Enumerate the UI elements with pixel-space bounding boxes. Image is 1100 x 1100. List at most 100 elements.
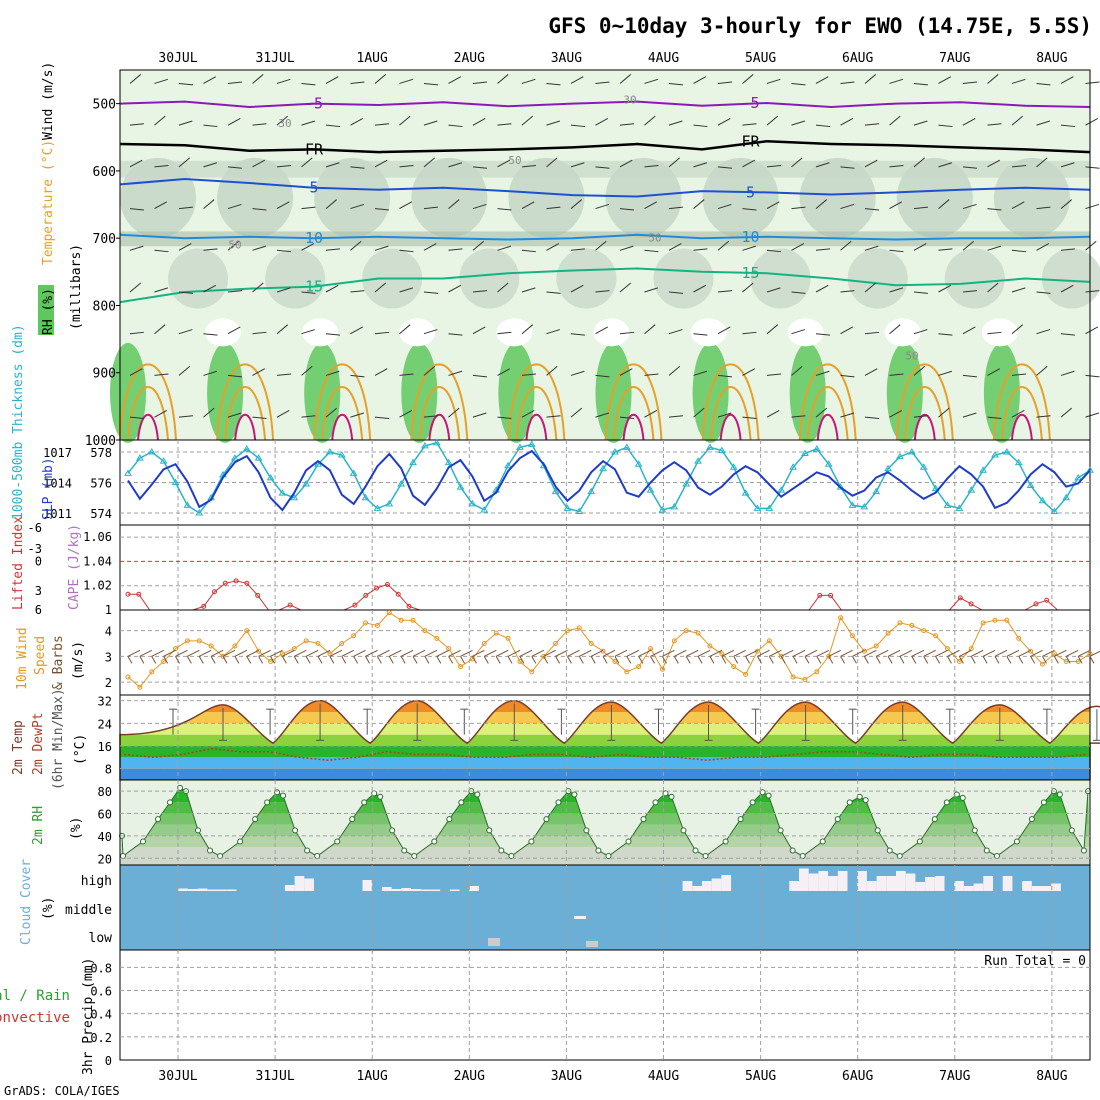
wind-speed-marker	[719, 651, 725, 657]
wind-barb	[227, 240, 240, 251]
wind-barb-10m	[234, 649, 248, 657]
wind-barb	[154, 373, 169, 376]
wind-barb	[301, 291, 316, 294]
wind-barb	[301, 206, 316, 210]
date-axis-top: 30JUL 31JUL 1AUG 2AUG 3AUG 4AUG 5AUG 6AUG 7AUG 8A…	[158, 51, 1067, 66]
wind-barb	[154, 78, 169, 84]
cloud-high-bar	[866, 881, 877, 891]
temp-color-band	[120, 757, 1090, 769]
rh-marker	[662, 790, 669, 797]
li-tick-label: -6	[28, 521, 42, 535]
temp-arch-20	[507, 363, 566, 441]
wind-speed-marker	[683, 628, 689, 634]
cloud-high-bar	[401, 888, 411, 891]
wind-barb	[472, 374, 487, 378]
wind-speed-marker	[802, 677, 808, 683]
temp-arch-20	[701, 363, 760, 441]
temp-contour-line	[119, 100, 1091, 109]
wind-barb	[987, 416, 1002, 420]
wind-barb	[350, 81, 365, 84]
wind-barb	[595, 326, 609, 335]
cape-li-panel: -6 -30 3 6 1 1.02 1.04 1.06 Lifted Index CAPE (J/…	[11, 516, 1091, 617]
thickness-marker	[611, 448, 619, 455]
wind-barb	[619, 159, 633, 168]
wind-barb	[178, 243, 192, 251]
ylabel-rh: RH (%)	[41, 288, 56, 335]
wind-barb	[154, 201, 168, 210]
wind-barb	[521, 324, 534, 335]
cloud-high-bar	[702, 881, 712, 891]
wind-speed-marker	[517, 659, 523, 665]
thickness-marker	[314, 460, 322, 467]
cloud-high-bar	[391, 889, 402, 891]
thickness-marker	[468, 499, 477, 507]
thickness-marker	[135, 454, 144, 461]
thickness-marker	[290, 493, 299, 501]
wind-barb-10m	[709, 656, 715, 664]
wind-barb	[742, 123, 757, 126]
cloud-high-bar	[1002, 876, 1013, 891]
wind-barb	[178, 415, 193, 418]
temp-color-band	[120, 734, 1090, 746]
temp-contour-label: 15	[741, 264, 759, 282]
temp-arch-20	[895, 363, 954, 441]
wind-barb	[962, 240, 975, 251]
wind-barb-10m	[887, 656, 893, 664]
wind-barb-10m	[281, 656, 287, 664]
wind-barb	[938, 199, 950, 209]
thickness-marker	[254, 454, 263, 461]
wind-barb-10m	[566, 656, 572, 664]
rh-marker	[237, 838, 244, 845]
rh-marker	[334, 838, 341, 845]
ylabel-cloud-units: (%)	[41, 897, 56, 920]
wind-barb-10m	[1065, 656, 1071, 664]
wind-barb-10m	[543, 649, 556, 657]
wind-barb	[472, 203, 487, 210]
wind-speed-marker	[493, 630, 499, 636]
wind-barb	[644, 115, 656, 126]
wind-barb-10m	[638, 649, 651, 657]
wind-speed-marker	[778, 653, 784, 659]
wind-speed-marker	[743, 671, 749, 677]
wind-barb	[938, 162, 953, 168]
rh-patch	[411, 157, 488, 238]
wind-speed-marker	[588, 640, 594, 646]
wind-barb-10m	[1030, 656, 1036, 664]
wind-barb	[791, 120, 806, 126]
rh-patch	[508, 157, 585, 238]
temp-arch-20	[216, 363, 275, 441]
rh-marker	[349, 816, 356, 823]
wind-barb	[668, 329, 683, 335]
rh-marker	[595, 847, 602, 854]
rh-marker	[722, 838, 729, 845]
wind-barb-10m	[163, 649, 176, 657]
wind-barb-10m	[662, 649, 675, 657]
wind-tick-label: 3	[105, 650, 112, 664]
wind-barb	[889, 201, 903, 210]
slp-thickness-panel: 574 576 578 1011 1014 1017 1000-500mb Thicknes…	[11, 324, 1094, 526]
wind-barb	[276, 324, 289, 335]
wind-barb	[987, 74, 999, 84]
wind-barb-10m	[186, 656, 192, 664]
wind-barb	[962, 81, 977, 84]
wind-barb-10m	[757, 649, 770, 657]
wind-barb	[693, 124, 708, 128]
wind-barb	[227, 374, 242, 378]
wind-barb	[129, 416, 144, 420]
wind-barb-10m	[935, 649, 948, 657]
temp-arch-20	[119, 363, 177, 441]
wind-tick-label: 2	[105, 676, 112, 690]
wind-barb	[252, 282, 264, 293]
thickness-marker	[195, 509, 204, 516]
wind-barb	[129, 245, 144, 251]
wind-barb-10m	[792, 656, 798, 664]
wind-barb-10m	[994, 656, 1000, 664]
rh-band	[120, 160, 1090, 178]
wind-barb	[1036, 157, 1048, 168]
rh-legend-box	[38, 285, 54, 335]
wind-barb	[325, 162, 340, 168]
wind-barb-10m	[567, 649, 580, 657]
wind-speed-marker	[303, 638, 309, 644]
temp-color-band	[120, 768, 1090, 780]
rh-marker	[1080, 847, 1087, 854]
